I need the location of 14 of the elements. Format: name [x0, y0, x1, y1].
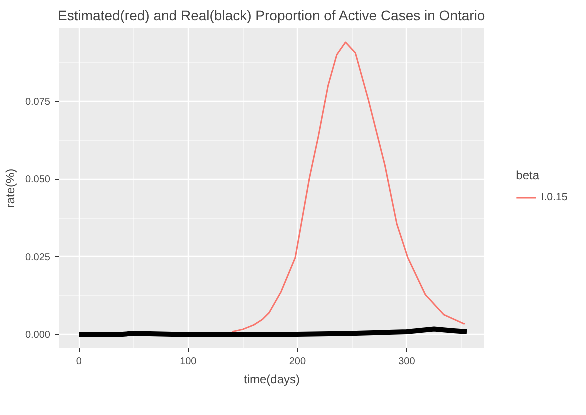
x-tick-label: 0: [76, 356, 82, 368]
y-tick-label: 0.025: [25, 252, 51, 264]
x-axis-title: time(days): [244, 372, 300, 386]
x-tick-label: 100: [180, 356, 198, 368]
y-tick-label: 0.075: [25, 97, 51, 108]
x-tick-label: 300: [398, 356, 416, 368]
y-axis-title: rate(%): [3, 168, 18, 208]
chart-title: Estimated(red) and Real(black) Proportion of Active Cases in Ontario: [58, 8, 486, 24]
legend-title: beta: [516, 168, 541, 182]
x-tick-label: 200: [289, 356, 306, 368]
y-tick-label: 0.000: [25, 330, 51, 342]
y-tick-label: 0.050: [25, 174, 51, 186]
line-series: [231, 42, 466, 333]
legend-label: I.0.15: [541, 192, 568, 204]
